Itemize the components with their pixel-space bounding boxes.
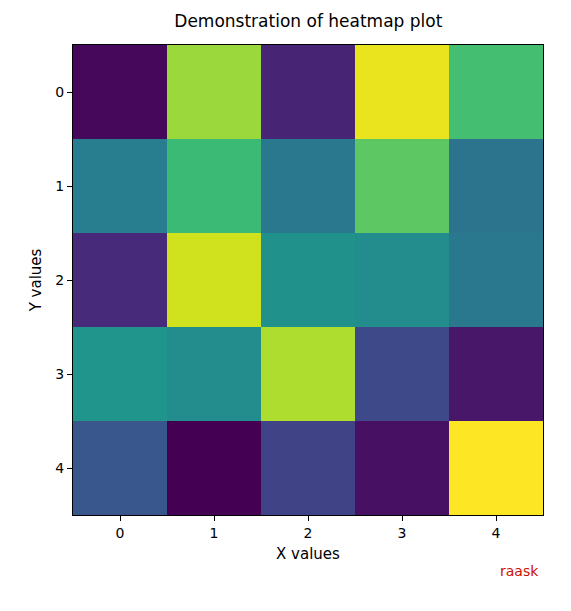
svg-text:Y values: Y values xyxy=(27,248,45,312)
svg-text:2: 2 xyxy=(55,272,64,288)
svg-text:4: 4 xyxy=(492,525,501,541)
svg-text:0: 0 xyxy=(116,525,125,541)
svg-text:1: 1 xyxy=(55,178,64,194)
svg-text:raask: raask xyxy=(500,563,539,579)
svg-text:3: 3 xyxy=(55,366,64,382)
svg-text:Demonstration of heatmap plot: Demonstration of heatmap plot xyxy=(174,11,442,31)
svg-text:1: 1 xyxy=(210,525,219,541)
svg-text:3: 3 xyxy=(398,525,407,541)
svg-text:2: 2 xyxy=(304,525,313,541)
svg-text:X values: X values xyxy=(276,545,340,563)
svg-text:0: 0 xyxy=(55,84,64,100)
svg-text:4: 4 xyxy=(55,460,64,476)
